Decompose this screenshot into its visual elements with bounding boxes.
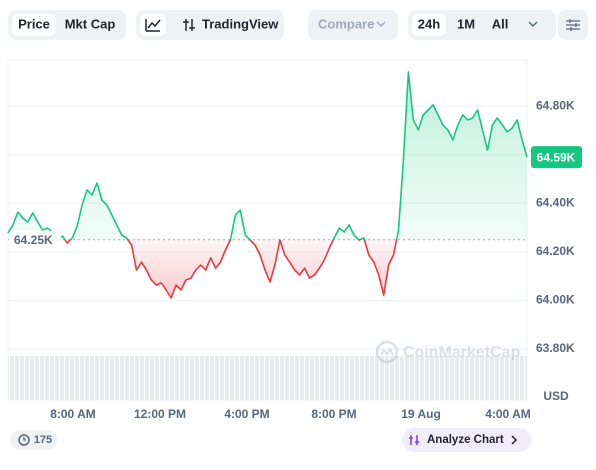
- x-tick-label: 4:00 AM: [485, 407, 531, 421]
- analyze-button[interactable]: [402, 428, 531, 452]
- y-tick-label: 64.00K: [536, 293, 575, 307]
- y-tick-label: 64.40K: [536, 195, 575, 209]
- volume-band: [8, 356, 527, 400]
- baseline-label-bg: [9, 230, 61, 249]
- current-price-label: 64.59K: [537, 150, 576, 164]
- tab-price[interactable]: Price: [18, 16, 50, 31]
- x-tick-label: 8:00 AM: [50, 407, 96, 421]
- x-tick-label: 8:00 PM: [311, 407, 356, 421]
- price-line: [7, 71, 528, 299]
- range-1m[interactable]: 1M: [457, 16, 475, 31]
- count: 175: [34, 434, 52, 446]
- range-24h[interactable]: 24h: [418, 16, 440, 31]
- tab-mktcap[interactable]: Mkt Cap: [65, 16, 116, 31]
- currency-label: USD: [543, 389, 569, 403]
- tradingview-button[interactable]: TradingView: [202, 16, 279, 31]
- x-tick-label: 19 Aug: [401, 407, 441, 421]
- tradingview-icon: [183, 19, 195, 31]
- chevron: [376, 21, 386, 28]
- range-selected[interactable]: [412, 14, 446, 36]
- toolbar: Price Mkt Cap TradingView Compare 24h 1M…: [8, 10, 588, 40]
- y-tick-label: 64.80K: [536, 98, 575, 112]
- watermark-text: CoinMarketCap: [403, 344, 521, 361]
- history-icon: [18, 434, 30, 446]
- range-all[interactable]: All: [492, 16, 509, 31]
- y-tick-label: 64.20K: [536, 244, 575, 258]
- area-fill: [8, 71, 527, 299]
- y-tick-label: 63.80K: [536, 341, 575, 355]
- x-tick-label: 12:00 PM: [134, 407, 186, 421]
- type-group: [136, 10, 284, 40]
- settings-icon: [566, 19, 580, 31]
- plot: 63.80K64.00K64.20K64.40K64.60K64.80K8:00…: [7, 71, 582, 421]
- analyze-label[interactable]: Analyze Chart: [427, 434, 504, 446]
- compare-button[interactable]: [308, 10, 398, 40]
- current-price-tag: [531, 146, 582, 169]
- analyze-chevron: [511, 435, 518, 445]
- watermark: CoinMarketCap: [375, 340, 521, 364]
- baseline-label: 64.25K: [14, 233, 53, 247]
- line-icon: [145, 19, 161, 32]
- range-dropdown[interactable]: [528, 21, 538, 28]
- tab-selected[interactable]: [12, 14, 56, 36]
- compare-label[interactable]: Compare: [318, 16, 374, 31]
- x-tick-label: 4:00 PM: [224, 407, 269, 421]
- history-hand: [23, 437, 26, 441]
- analyze-icon: [409, 435, 419, 445]
